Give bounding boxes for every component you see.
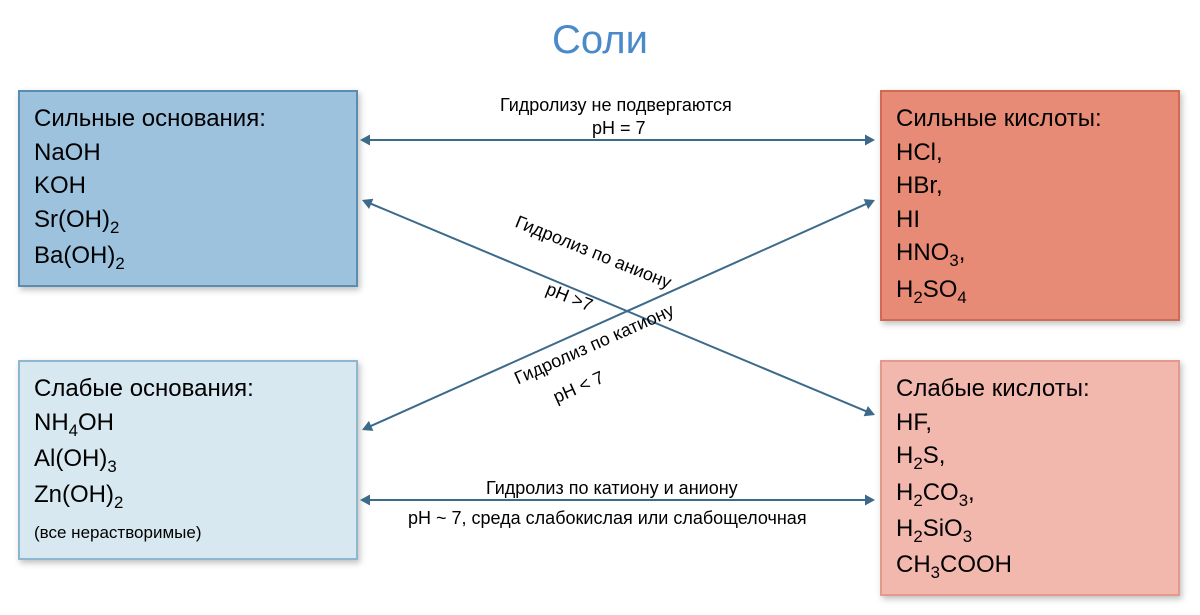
formula-item: HBr, <box>896 169 1164 203</box>
page-title: Соли <box>0 18 1200 63</box>
label-both-hydrolysis: Гидролиз по катиону и аниону <box>486 478 738 499</box>
formula-item: HCl, <box>896 136 1164 170</box>
label-ph-lt7: pH < 7 <box>550 367 607 408</box>
formula-item: H2SiO3 <box>896 512 1164 548</box>
formula-item: NH4OH <box>34 406 342 442</box>
box-weak-acid: Слабые кислоты:HF,H2S,H2CO3,H2SiO3CH3COO… <box>880 360 1180 596</box>
box-header: Сильные кислоты: <box>896 102 1164 136</box>
box-header: Слабые кислоты: <box>896 372 1164 406</box>
label-no-hydrolysis: Гидролизу не подвергаются <box>500 95 732 116</box>
label-ph-7: pH = 7 <box>592 118 646 139</box>
box-weak-base: Слабые основания:NH4OHAl(OH)3Zn(OH)2 (все… <box>18 360 358 560</box>
formula-item: HF, <box>896 406 1164 440</box>
formula-item: H2S, <box>896 439 1164 475</box>
formula-item: CH3COOH <box>896 548 1164 584</box>
formula-item: HNO3, <box>896 236 1164 272</box>
label-ph-approx7: pH ~ 7, среда слабокислая или слабощелоч… <box>408 508 807 529</box>
box-note: (все нерастворимые) <box>34 521 342 545</box>
formula-item: H2SO4 <box>896 273 1164 309</box>
formula-item: Ba(OH)2 <box>34 239 342 275</box>
formula-item: Zn(OH)2 <box>34 478 342 514</box>
box-header: Слабые основания: <box>34 372 342 406</box>
box-header: Сильные основания: <box>34 102 342 136</box>
box-strong-base: Сильные основания:NaOHKOHSr(OH)2Ba(OH)2 <box>18 90 358 287</box>
formula-item: Al(OH)3 <box>34 442 342 478</box>
formula-item: HI <box>896 203 1164 237</box>
box-strong-acid: Сильные кислоты:HCl,HBr,HIHNO3,H2SO4 <box>880 90 1180 321</box>
formula-item: H2CO3, <box>896 476 1164 512</box>
label-ph-gt7: pH >7 <box>543 279 596 317</box>
formula-item: KOH <box>34 169 342 203</box>
formula-item: Sr(OH)2 <box>34 203 342 239</box>
label-anion-hydrolysis: Гидролиз по аниону <box>512 212 674 294</box>
formula-item: NaOH <box>34 136 342 170</box>
